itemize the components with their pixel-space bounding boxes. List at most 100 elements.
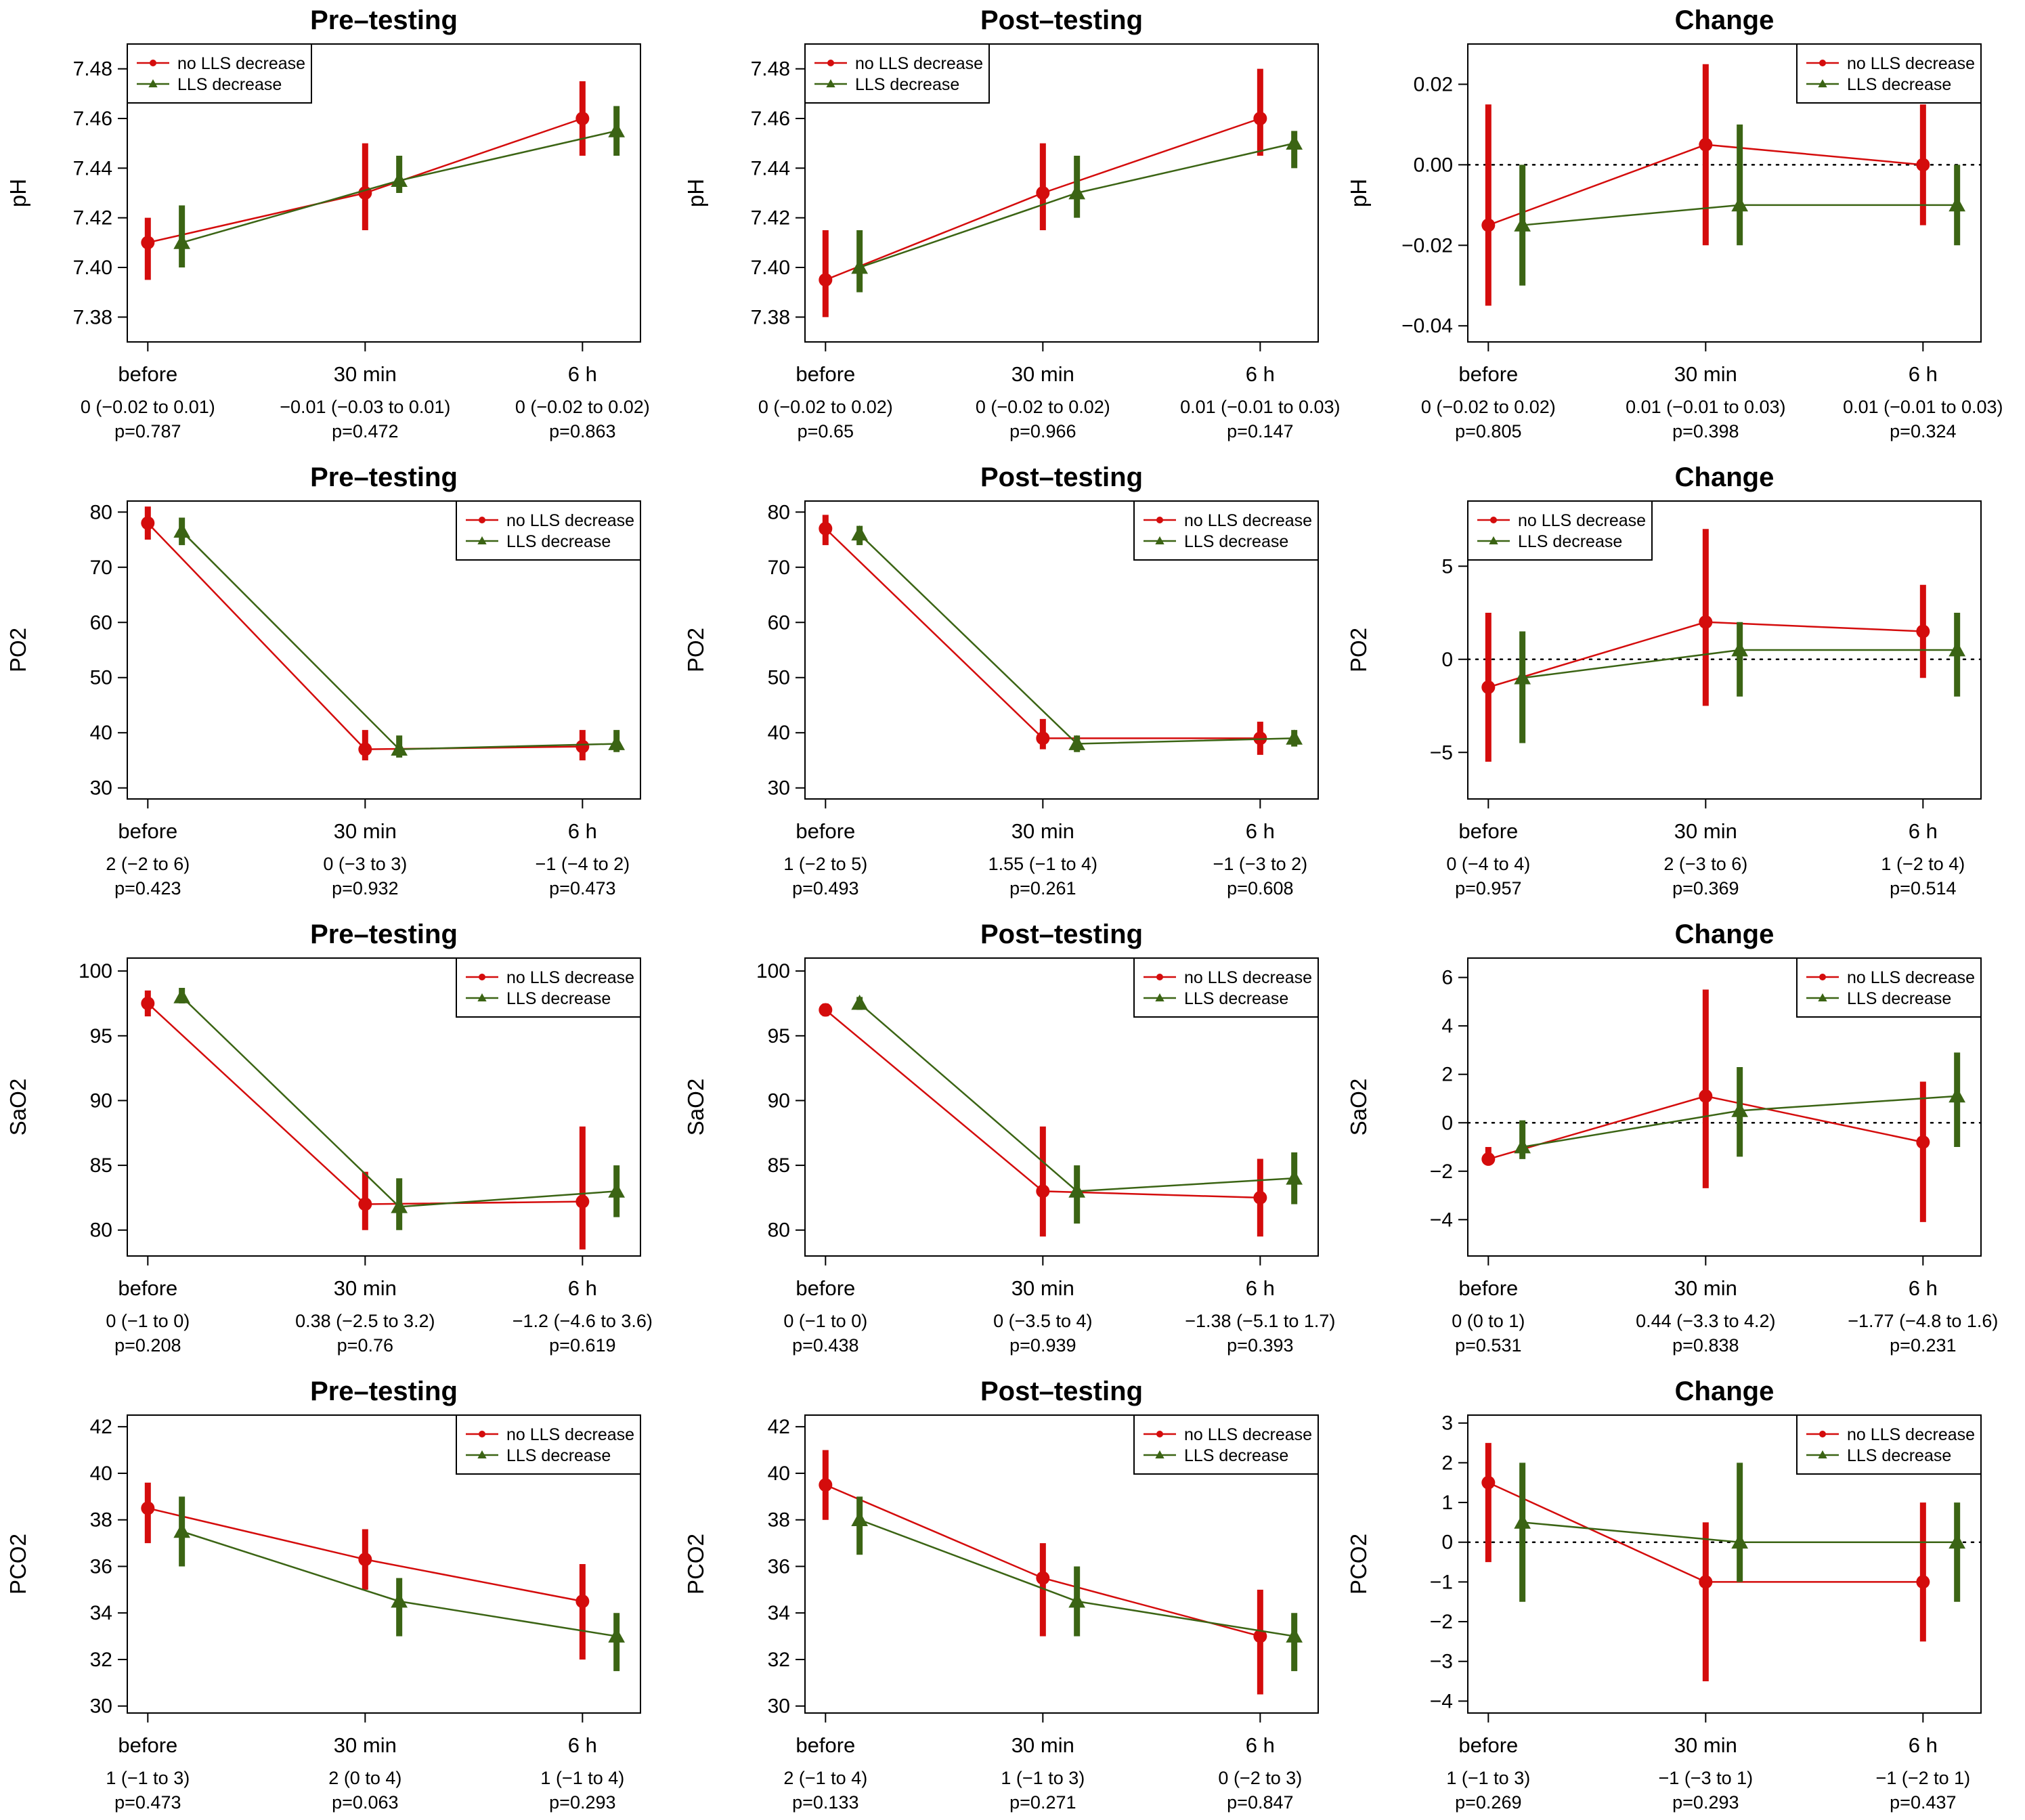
y-tick-label: 80	[90, 1219, 112, 1242]
plot-frame	[804, 1414, 1319, 1714]
effect-estimate: 1.55 (−1 to 4)	[988, 854, 1097, 874]
lls-decrease-point	[391, 171, 408, 188]
x-tick-label: before	[118, 819, 177, 843]
y-tick-label: 0	[1441, 1532, 1453, 1554]
legend-swatch-triangle	[1155, 993, 1164, 1002]
no-lls-decrease-point	[1699, 615, 1713, 629]
effect-estimate: 1 (−2 to 4)	[1881, 854, 1965, 874]
legend: no LLS decrease LLS decrease	[1133, 500, 1319, 561]
legend-swatch-circle	[827, 60, 834, 66]
legend-label-lls-decrease: LLS decrease	[1847, 1446, 1951, 1465]
legend-label-no-lls-decrease: no LLS decrease	[506, 968, 634, 987]
lls-decrease-point	[1068, 735, 1086, 750]
legend-label-no-lls-decrease: no LLS decrease	[506, 511, 634, 530]
y-tick-label: 0	[1441, 1112, 1453, 1134]
y-tick-label: −4	[1430, 1690, 1453, 1712]
legend-box	[456, 957, 641, 1018]
panel-title: Post–testing	[980, 1377, 1143, 1406]
panel-10: Pre–testing PCO2 30 32 34 36 38 40 42 before 1 (−1…	[5, 1377, 641, 1813]
lls-decrease-point	[851, 1511, 869, 1527]
x-tick-label: 6 h	[1246, 819, 1275, 843]
lls-decrease-point	[1286, 729, 1303, 745]
legend-box	[1133, 500, 1319, 561]
panel-11: Post–testing PCO2 30 32 34 36 38 40 42 before 2 (−…	[683, 1377, 1319, 1813]
effect-estimate: 0.44 (−3.3 to 4.2)	[1636, 1311, 1775, 1331]
x-tick-label: 6 h	[568, 362, 597, 386]
x-tick-label: 30 min	[1674, 1733, 1737, 1757]
legend-label-no-lls-decrease: no LLS decrease	[1847, 1425, 1975, 1444]
no-lls-decrease-point	[1481, 218, 1496, 232]
lls-decrease-point	[1948, 1087, 1966, 1103]
lls-decrease-point	[1731, 196, 1749, 212]
panel-3: Change pH −0.04 −0.02 0.00 0.02 before 0 (−0.02…	[1346, 5, 2003, 441]
p-value: p=0.147	[1227, 421, 1293, 441]
y-tick-label: 90	[90, 1089, 112, 1112]
legend-label-lls-decrease: LLS decrease	[1184, 1446, 1288, 1465]
y-tick-label: 7.40	[73, 257, 112, 279]
p-value: p=0.805	[1455, 421, 1521, 441]
no-lls-decrease-point	[1916, 624, 1930, 638]
effect-estimate: −1.38 (−5.1 to 1.7)	[1185, 1311, 1335, 1331]
legend-label-no-lls-decrease: no LLS decrease	[1184, 1425, 1312, 1444]
p-value: p=0.939	[1009, 1335, 1076, 1356]
y-axis-label: pH	[1346, 179, 1371, 207]
legend-label-no-lls-decrease: no LLS decrease	[1184, 968, 1312, 987]
legend-label-lls-decrease: LLS decrease	[1184, 532, 1288, 551]
lls-decrease-point	[1514, 216, 1531, 232]
y-tick-label: 7.46	[751, 108, 790, 130]
legend-swatch-circle	[1819, 974, 1826, 980]
y-tick-label: 0.02	[1414, 73, 1453, 95]
y-axis-label: PO2	[683, 628, 708, 672]
no-lls-decrease-point	[141, 996, 155, 1010]
y-tick-label: 7.48	[751, 58, 790, 81]
lls-decrease-point	[851, 525, 869, 541]
no-lls-decrease-point	[141, 236, 155, 250]
no-lls-decrease-point	[358, 1197, 372, 1211]
no-lls-decrease-point	[1036, 1184, 1050, 1198]
y-tick-label: 100	[756, 960, 790, 982]
p-value: p=0.473	[549, 878, 615, 898]
lls-decrease-point	[608, 1182, 626, 1198]
no-lls-decrease-point	[1036, 1571, 1050, 1585]
effect-estimate: 0.38 (−2.5 to 3.2)	[295, 1311, 435, 1331]
panel-title: Post–testing	[980, 919, 1143, 949]
y-tick-label: 80	[768, 1219, 790, 1242]
legend-swatch-circle	[1819, 60, 1826, 66]
p-value: p=0.208	[114, 1335, 181, 1356]
effect-estimate: 2 (−1 to 4)	[783, 1768, 867, 1788]
legend-box	[456, 500, 641, 561]
panel-title: Change	[1675, 1377, 1774, 1406]
y-tick-label: 60	[90, 611, 112, 634]
legend-label-lls-decrease: LLS decrease	[1518, 532, 1622, 551]
x-tick-label: before	[118, 362, 177, 386]
p-value: p=0.932	[332, 878, 398, 898]
y-tick-label: 42	[90, 1416, 112, 1438]
legend-box	[1796, 1414, 1982, 1475]
y-tick-label: 7.46	[73, 108, 112, 130]
legend-swatch-circle	[1156, 974, 1163, 980]
y-axis-label: pH	[683, 179, 708, 207]
no-lls-decrease-point	[819, 1478, 833, 1492]
effect-estimate: 0 (0 to 1)	[1452, 1311, 1525, 1331]
y-tick-label: 34	[768, 1602, 790, 1624]
y-axis-label: pH	[5, 179, 30, 207]
effect-estimate: 0 (−3 to 3)	[323, 854, 407, 874]
x-tick-label: 6 h	[568, 1733, 597, 1757]
y-tick-label: 0	[1441, 649, 1453, 671]
legend-swatch-triangle	[1155, 536, 1164, 545]
legend-swatch-triangle	[1155, 1450, 1164, 1459]
x-tick-label: 6 h	[568, 1276, 597, 1300]
x-tick-label: before	[796, 819, 855, 843]
lls-decrease-point	[391, 1198, 408, 1213]
y-tick-label: 7.40	[751, 257, 790, 279]
y-tick-label: 80	[768, 501, 790, 523]
p-value: p=0.231	[1890, 1335, 1956, 1356]
plot-frame	[127, 43, 641, 343]
panel-title: Post–testing	[980, 462, 1143, 492]
y-tick-label: 7.42	[73, 207, 112, 230]
y-axis-label: PCO2	[5, 1534, 30, 1595]
p-value: p=0.133	[792, 1792, 858, 1813]
no-lls-decrease-point	[575, 112, 590, 125]
y-tick-label: 90	[768, 1089, 790, 1112]
no-lls-decrease-point	[141, 516, 155, 530]
